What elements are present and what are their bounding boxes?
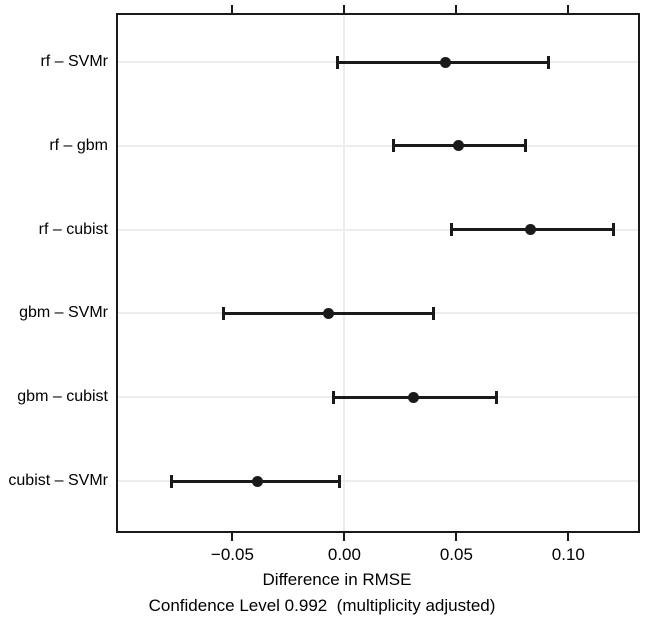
point-estimate (524, 224, 536, 236)
point-estimate (439, 56, 451, 68)
y-axis-label: rf – SVMr (40, 53, 108, 70)
x-axis-tick-label: −0.05 (210, 545, 254, 564)
point-estimate (453, 140, 465, 152)
y-axis-label: rf – gbm (49, 136, 108, 154)
x-axis-tick-bottom (567, 533, 570, 541)
row-grid-line (118, 144, 638, 147)
confidence-interval-cap-upper (338, 474, 342, 488)
confidence-interval-cap-lower (221, 306, 225, 320)
confidence-interval-cap-lower (331, 390, 335, 404)
x-axis-tick-top (343, 5, 346, 13)
x-axis-tick-top (455, 5, 458, 13)
x-axis-tick-top (231, 5, 234, 13)
y-axis-label: cubist – SVMr (8, 472, 108, 489)
confidence-interval-cap-upper (495, 390, 499, 404)
confidence-interval-cap-lower (170, 474, 174, 488)
zero-reference-line (343, 15, 346, 531)
x-axis-tick-label: 0.10 (551, 545, 585, 564)
confidence-interval-cap-upper (524, 139, 528, 153)
x-axis-tick-bottom (455, 533, 458, 541)
x-axis-tick-label: 0.00 (327, 545, 361, 564)
confidence-interval-cap-lower (392, 139, 396, 153)
y-axis-label: rf – cubist (38, 220, 108, 238)
x-axis-label: Difference in RMSE (262, 570, 412, 589)
confidence-interval-cap-upper (611, 223, 615, 237)
point-estimate (323, 307, 335, 319)
x-axis-tick-label: 0.05 (439, 545, 473, 564)
confidence-interval-cap-upper (432, 306, 436, 320)
confidence-interval-cap-upper (546, 55, 550, 69)
x-axis-tick-bottom (343, 533, 346, 541)
x-axis-tick-bottom (231, 533, 234, 541)
point-estimate (408, 391, 420, 403)
y-axis-label: gbm – cubist (17, 388, 108, 406)
plot-panel (116, 13, 640, 533)
x-axis-tick-top (567, 5, 570, 13)
row-grid-line (118, 480, 638, 482)
subtitle: Confidence Level 0.992 (multiplicity adj… (148, 596, 496, 615)
confidence-interval-cap-lower (450, 223, 454, 237)
point-estimate (251, 475, 263, 487)
y-axis-label: gbm – SVMr (19, 304, 108, 322)
row-grid-line (118, 228, 638, 231)
confidence-interval-cap-lower (336, 55, 340, 69)
